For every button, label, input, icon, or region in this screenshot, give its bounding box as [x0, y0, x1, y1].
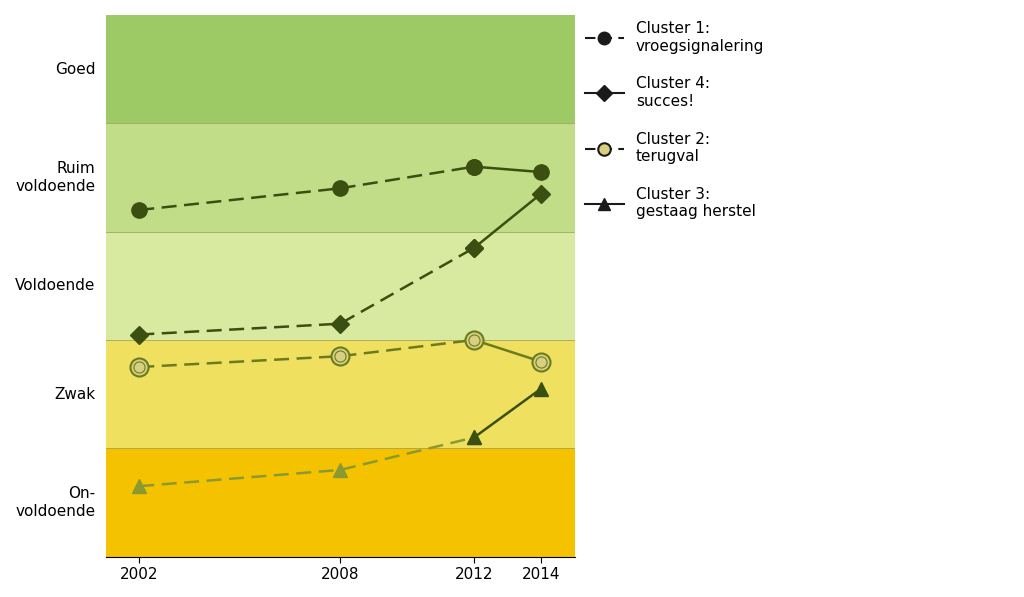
Bar: [105, 448, 574, 556]
Bar: [105, 15, 574, 124]
Bar: [105, 340, 574, 448]
Legend: Cluster 1:
vroegsignalering, Cluster 4:
succes!, Cluster 2:
terugval, Cluster 3:: Cluster 1: vroegsignalering, Cluster 4: …: [580, 15, 770, 226]
Bar: [105, 124, 574, 232]
Bar: [105, 232, 574, 340]
